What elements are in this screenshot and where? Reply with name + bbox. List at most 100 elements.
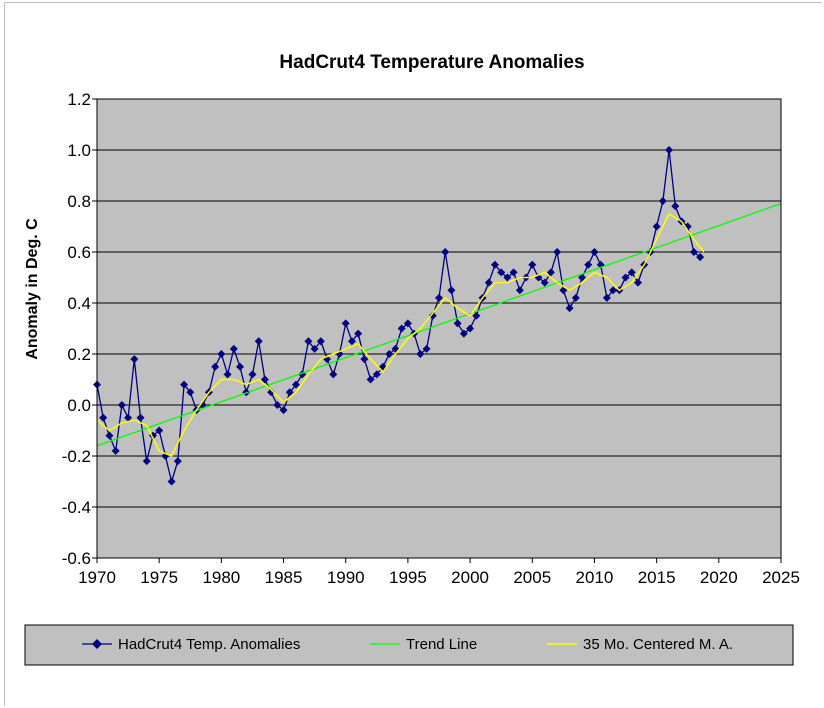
plot-area xyxy=(96,98,782,559)
anomaly-point xyxy=(633,278,642,287)
anomaly-point xyxy=(416,350,425,358)
x-tick-label: 2020 xyxy=(700,568,738,587)
anomaly-point xyxy=(621,273,630,282)
anomaly-point xyxy=(696,253,705,262)
anomaly-point xyxy=(105,431,114,440)
anomaly-point xyxy=(403,319,412,328)
legend: HadCrut4 Temp. Anomalies Trend Line 35 M… xyxy=(24,624,794,666)
anomaly-point xyxy=(223,370,232,379)
anomaly-point xyxy=(422,344,431,353)
anomaly-point xyxy=(130,355,139,364)
anomaly-point xyxy=(279,406,288,415)
legend-trend-label: Trend Line xyxy=(406,636,477,653)
anomaly-point xyxy=(590,248,599,256)
anomaly-point xyxy=(99,413,108,422)
anomaly-point xyxy=(273,401,282,409)
anomaly-point xyxy=(472,311,481,320)
anomaly-point xyxy=(447,286,456,295)
anomaly-point xyxy=(117,401,126,409)
anomaly-point xyxy=(111,446,120,455)
anomaly-point xyxy=(565,304,574,313)
anomaly-point xyxy=(124,413,133,422)
anomaly-point xyxy=(484,278,493,287)
anomaly-point xyxy=(366,375,375,384)
anomaly-point xyxy=(490,260,499,269)
y-tick-label: 1.0 xyxy=(67,141,91,160)
legend-box xyxy=(24,624,794,666)
anomaly-point xyxy=(217,350,226,358)
anomaly-point xyxy=(540,278,549,287)
anomaly-point xyxy=(186,388,195,397)
anomaly-point xyxy=(665,146,674,154)
anomaly-point xyxy=(571,293,580,302)
anomaly-point xyxy=(385,350,394,358)
anomaly-point xyxy=(167,477,176,486)
anomaly-point xyxy=(397,324,406,333)
y-tick-label: 0.6 xyxy=(67,243,91,262)
anomaly-point xyxy=(689,248,698,256)
x-tick-label: 2025 xyxy=(762,568,800,587)
x-tick-label: 2000 xyxy=(451,568,489,587)
anomaly-point xyxy=(372,370,381,379)
anomaly-point xyxy=(347,337,356,346)
anomaly-point xyxy=(155,426,164,435)
x-tick-label: 2015 xyxy=(638,568,676,587)
anomaly-point xyxy=(310,344,319,353)
x-tick-label: 2005 xyxy=(513,568,551,587)
legend-anomalies-marker xyxy=(92,639,102,649)
anomaly-point xyxy=(497,268,506,277)
anomaly-point xyxy=(528,260,537,269)
anomaly-point xyxy=(248,370,257,379)
anomaly-point xyxy=(211,362,220,371)
anomaly-point xyxy=(236,362,245,371)
x-tick-label: 1990 xyxy=(327,568,365,587)
y-axis: 1.2 1.0 0.8 0.6 0.4 0.2 0.0 -0.2 -0.4 -0.6 xyxy=(62,90,97,568)
y-tick-label: 0.4 xyxy=(67,294,91,313)
trend-line xyxy=(96,202,782,447)
anomaly-point xyxy=(509,268,518,277)
anomaly-point xyxy=(360,355,369,364)
anomaly-point xyxy=(515,286,524,295)
anomaly-point xyxy=(671,202,680,211)
anomaly-point xyxy=(180,380,189,389)
anomaly-point xyxy=(546,268,555,277)
anomaly-point xyxy=(142,457,151,466)
y-tick-label: 0.2 xyxy=(67,345,91,364)
anomaly-point xyxy=(341,319,350,328)
anomaly-point xyxy=(627,268,636,277)
x-tick-label: 1980 xyxy=(202,568,240,587)
anomaly-point xyxy=(459,329,468,338)
anomaly-point xyxy=(578,273,587,282)
moving-average-line xyxy=(96,212,705,457)
anomaly-point xyxy=(304,337,313,346)
anomaly-point xyxy=(229,344,238,353)
anomaly-point xyxy=(584,260,593,269)
x-tick-label: 1995 xyxy=(389,568,427,587)
anomaly-point xyxy=(354,329,363,338)
anomaly-point xyxy=(136,413,145,422)
anomaly-point xyxy=(285,388,294,397)
anomaly-point xyxy=(652,222,661,231)
anomaly-point xyxy=(609,286,618,295)
x-axis: 1970 1975 1980 1985 1990 1995 2000 2005 2010 2015… xyxy=(78,558,800,587)
plot-border xyxy=(96,98,782,559)
y-tick-label: -0.2 xyxy=(62,447,91,466)
x-tick-label: 1975 xyxy=(140,568,178,587)
y-tick-label: -0.6 xyxy=(62,549,91,568)
y-tick-label: 0.0 xyxy=(67,396,91,415)
anomaly-point xyxy=(602,293,611,302)
anomaly-point xyxy=(267,388,276,397)
anomaly-point xyxy=(453,319,462,328)
x-tick-label: 2010 xyxy=(576,568,614,587)
y-tick-label: -0.4 xyxy=(62,498,91,517)
y-axis-label: Anomaly in Deg. C xyxy=(24,218,41,360)
anomaly-point xyxy=(658,197,667,205)
anomaly-point xyxy=(329,370,338,379)
chart-title: HadCrut4 Temperature Anomalies xyxy=(279,52,584,73)
anomaly-point xyxy=(316,337,325,346)
x-tick-label: 1970 xyxy=(78,568,116,587)
y-tick-label: 0.8 xyxy=(67,192,91,211)
chart-frame xyxy=(4,2,822,706)
x-tick-label: 1985 xyxy=(265,568,303,587)
